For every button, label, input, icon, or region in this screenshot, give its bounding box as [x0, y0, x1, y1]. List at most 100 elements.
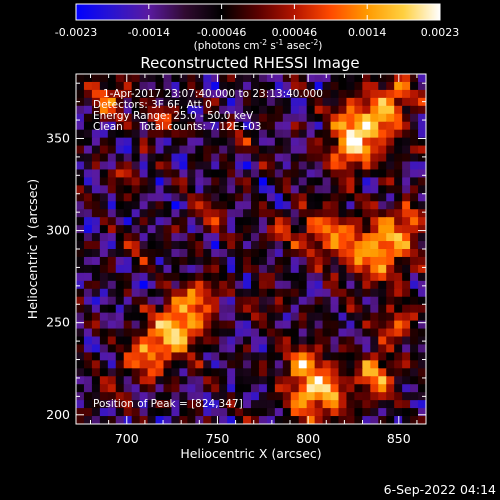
image-pixel	[362, 392, 371, 401]
image-pixel	[171, 153, 180, 163]
image-pixel	[83, 272, 93, 282]
image-pixel	[298, 225, 308, 234]
image-pixel	[290, 320, 300, 330]
image-pixel	[155, 209, 165, 218]
image-pixel	[179, 304, 188, 314]
image-pixel	[418, 121, 426, 131]
image-pixel	[306, 328, 316, 338]
image-pixel	[131, 280, 141, 290]
image-pixel	[83, 74, 93, 83]
image-pixel	[266, 320, 276, 330]
image-pixel	[290, 74, 300, 83]
image-pixel	[235, 209, 244, 218]
image-pixel	[338, 209, 348, 218]
image-pixel	[155, 320, 165, 330]
image-pixel	[235, 344, 244, 353]
image-pixel	[76, 217, 85, 226]
image-pixel	[362, 233, 371, 242]
image-pixel	[378, 89, 387, 99]
image-pixel	[370, 81, 379, 91]
image-pixel	[147, 81, 157, 91]
image-pixel	[330, 384, 340, 393]
image-pixel	[346, 74, 355, 83]
image-pixel	[370, 256, 379, 266]
image-pixel	[235, 360, 244, 369]
image-pixel	[330, 177, 340, 186]
image-pixel	[187, 376, 196, 385]
image-pixel	[171, 392, 180, 401]
image-pixel	[76, 209, 85, 218]
image-pixel	[362, 328, 371, 338]
image-pixel	[227, 201, 236, 210]
image-pixel	[251, 113, 260, 123]
image-pixel	[251, 89, 260, 99]
image-pixel	[83, 225, 93, 234]
image-pixel	[370, 177, 379, 186]
image-pixel	[266, 336, 276, 346]
image-pixel	[219, 368, 228, 377]
image-pixel	[378, 376, 387, 385]
image-pixel	[139, 225, 149, 234]
image-pixel	[410, 304, 419, 314]
image-pixel	[147, 121, 157, 131]
image-pixel	[394, 97, 403, 107]
image-pixel	[91, 161, 101, 171]
image-pixel	[219, 233, 228, 242]
image-pixel	[243, 360, 252, 369]
image-pixel	[378, 328, 387, 338]
image-pixel	[115, 416, 125, 424]
image-pixel	[338, 368, 348, 377]
image-pixel	[418, 137, 426, 147]
image-pixel	[195, 193, 204, 202]
image-pixel	[362, 400, 371, 409]
image-pixel	[171, 360, 180, 369]
image-pixel	[171, 304, 180, 314]
image-pixel	[76, 336, 85, 346]
image-pixel	[83, 169, 93, 178]
image-pixel	[354, 400, 363, 409]
image-pixel	[195, 74, 204, 83]
image-pixel	[115, 89, 125, 99]
image-pixel	[171, 209, 180, 218]
image-pixel	[330, 296, 340, 306]
image-pixel	[274, 360, 284, 369]
image-pixel	[251, 81, 260, 91]
image-pixel	[386, 145, 395, 155]
image-pixel	[386, 113, 395, 123]
image-pixel	[394, 177, 403, 186]
image-pixel	[370, 217, 379, 226]
image-pixel	[211, 360, 220, 369]
image-pixel	[338, 177, 348, 186]
image-pixel	[290, 97, 300, 107]
image-pixel	[266, 304, 276, 314]
image-pixel	[418, 280, 426, 290]
image-pixel	[163, 384, 173, 393]
image-pixel	[266, 113, 276, 123]
image-pixel	[386, 169, 395, 178]
image-pixel	[394, 392, 403, 401]
image-pixel	[76, 376, 85, 385]
image-pixel	[115, 233, 125, 242]
image-pixel	[282, 89, 292, 99]
image-pixel	[338, 400, 348, 409]
image-pixel	[394, 368, 403, 377]
x-tick-labels: 700 750 800 850	[115, 431, 411, 446]
image-pixel	[346, 233, 355, 242]
image-pixel	[139, 233, 149, 242]
image-pixel	[155, 97, 165, 107]
image-pixel	[155, 256, 165, 266]
image-pixel	[107, 336, 117, 346]
image-pixel	[362, 249, 371, 258]
image-pixel	[330, 225, 340, 234]
image-pixel	[386, 400, 395, 409]
image-pixel	[147, 217, 157, 226]
image-pixel	[410, 249, 419, 258]
image-pixel	[386, 328, 395, 338]
image-pixel	[258, 121, 268, 131]
image-pixel	[314, 145, 324, 155]
image-pixel	[131, 376, 141, 385]
image-pixel	[266, 185, 276, 194]
image-pixel	[179, 121, 188, 131]
image-pixel	[179, 105, 188, 115]
image-pixel	[251, 161, 260, 171]
